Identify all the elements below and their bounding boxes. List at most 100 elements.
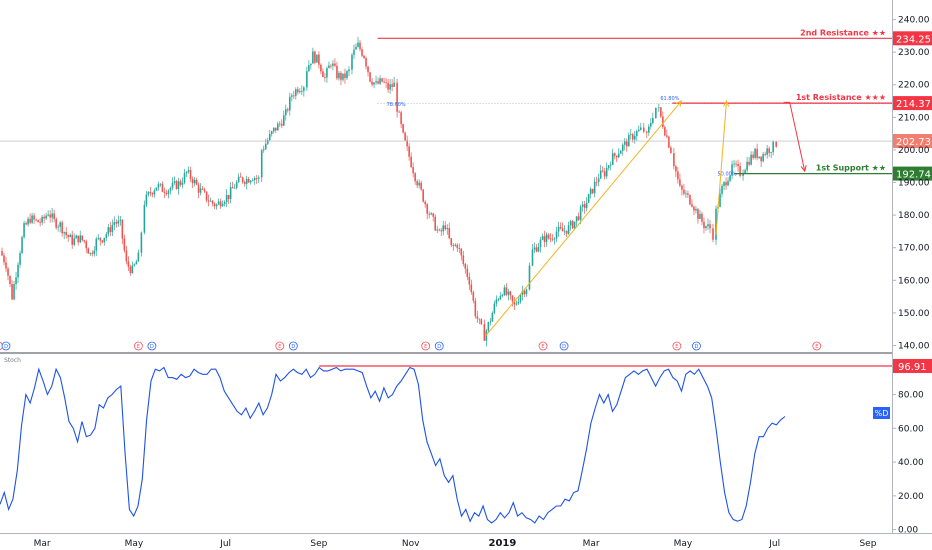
candle-body: [109, 227, 112, 233]
candle-body: [623, 141, 626, 145]
candle-body: [19, 253, 21, 265]
candle-body: [199, 188, 202, 193]
candle-body: [306, 71, 308, 88]
candle-body: [365, 58, 367, 67]
candle-body: [434, 216, 437, 231]
candle-body: [63, 232, 65, 234]
candle-body: [683, 189, 685, 194]
event-marker-label: E: [815, 344, 818, 350]
level-name: 1st Support ★★: [816, 164, 886, 173]
candle-body: [193, 179, 196, 184]
stoch-tick-label: 80.00: [898, 391, 924, 401]
candle-body: [159, 183, 162, 185]
candle-body: [314, 51, 316, 63]
candle-body: [123, 238, 126, 251]
candle-body: [609, 164, 612, 166]
candle-body: [758, 156, 760, 158]
candle-body: [43, 216, 45, 219]
candle-body: [145, 194, 148, 205]
candle-body: [428, 213, 431, 215]
candle-body: [635, 131, 638, 137]
candle-body: [655, 107, 657, 118]
price-tick-label: 230.00: [898, 48, 930, 58]
candle-body: [151, 193, 154, 195]
candle-body: [57, 226, 59, 228]
candle-body: [181, 182, 184, 185]
stoch-tick-label: 20.00: [898, 492, 924, 502]
candle-body: [379, 78, 381, 84]
price-tick-label: 210.00: [898, 113, 930, 123]
stoch-tick-label: 0.00: [898, 526, 918, 536]
candle-body: [509, 291, 512, 296]
candle-body: [625, 141, 628, 147]
time-tick-label: 2019: [488, 538, 516, 549]
candle-body: [398, 111, 400, 113]
candle-body: [111, 224, 114, 233]
candle-body: [764, 154, 766, 155]
candle-body: [569, 221, 572, 226]
candle-body: [7, 268, 9, 276]
candle-body: [59, 222, 61, 227]
candle-body: [770, 152, 772, 153]
candle-body: [762, 154, 764, 162]
candle-body: [673, 153, 675, 167]
candle-body: [705, 226, 707, 229]
candle-body: [737, 163, 739, 167]
price-tick-label: 140.00: [898, 341, 930, 351]
price-tick-label: 180.00: [898, 211, 930, 221]
candle-body: [117, 220, 120, 224]
candle-body: [474, 300, 477, 317]
candle-body: [593, 181, 596, 194]
candle-body: [703, 221, 705, 229]
candle-body: [748, 161, 750, 165]
candle-body: [65, 232, 67, 236]
candle-body: [595, 181, 598, 183]
candle-body: [153, 190, 156, 195]
candle-body: [442, 225, 445, 232]
candle-body: [177, 181, 180, 190]
candle-body: [75, 235, 78, 239]
candle-body: [285, 109, 287, 116]
candle-body: [127, 261, 130, 267]
earnings-marker: [421, 341, 431, 351]
candle-body: [147, 192, 150, 195]
projection-arrow: [485, 100, 682, 337]
candle-body: [9, 275, 11, 285]
candle-body: [621, 144, 624, 151]
candle-body: [631, 134, 634, 140]
candle-body: [677, 171, 679, 180]
candle-body: [320, 64, 322, 72]
candle-body: [549, 238, 552, 240]
candle-body: [440, 230, 443, 232]
candle-body: [699, 213, 701, 219]
candle-body: [723, 182, 725, 186]
candle-body: [597, 178, 600, 182]
dividend-marker: [434, 341, 444, 351]
candle-body: [633, 136, 636, 140]
candle-body: [245, 178, 248, 184]
candle-body: [260, 150, 263, 178]
candle-body: [775, 141, 777, 147]
candle-body: [299, 91, 301, 93]
candle-body: [480, 319, 483, 325]
price-tick-label: 200.00: [898, 146, 930, 156]
candle-body: [670, 147, 672, 154]
event-marker-label: D: [4, 344, 8, 350]
candle-body: [282, 115, 285, 126]
candle-body: [733, 163, 735, 165]
candle-body: [587, 194, 590, 203]
candle-body: [81, 235, 84, 241]
candle-body: [293, 95, 295, 97]
candle-body: [322, 71, 324, 78]
candle-body: [61, 222, 63, 234]
candle-body: [375, 81, 377, 83]
candle-body: [565, 230, 568, 234]
candle-body: [336, 65, 338, 79]
candle-body: [478, 318, 481, 320]
candle-body: [308, 65, 310, 72]
candle-body: [187, 170, 190, 172]
candle-body: [599, 170, 602, 179]
event-marker-label: E: [424, 344, 427, 350]
candle-body: [521, 291, 524, 295]
